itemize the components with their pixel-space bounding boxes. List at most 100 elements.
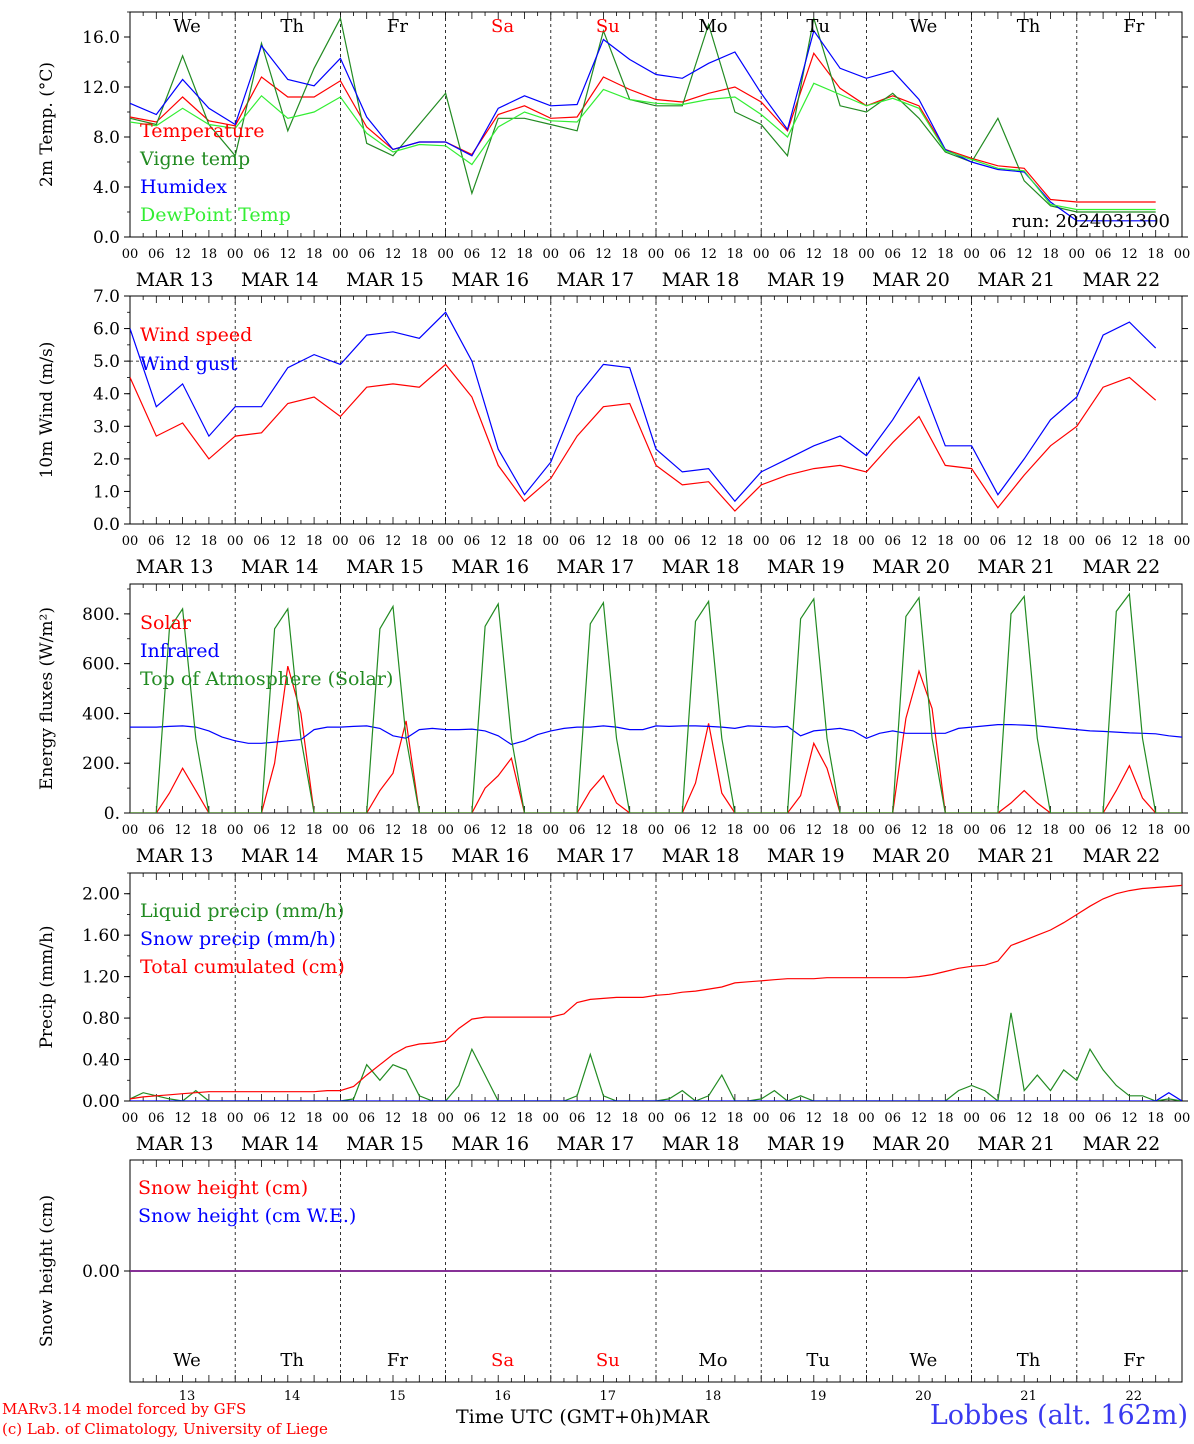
y-tick-label: 16.0 [82,28,120,48]
hour-tick-label: 06 [358,823,375,838]
hour-tick-label: 12 [595,247,612,262]
hour-tick-label: 00 [543,534,560,549]
hour-tick-label: 18 [516,823,533,838]
series-line-dewpoint-temp [130,82,1156,211]
model-credit: MARv3.14 model forced by GFS [2,1400,247,1418]
series-line-wind-gust [130,311,1157,503]
hour-tick-label: 00 [332,1111,349,1126]
hour-tick-label: 00 [753,1111,770,1126]
hour-tick-label: 12 [385,1111,402,1126]
hour-tick-label: 18 [832,823,849,838]
y-tick-label: 4.0 [93,178,120,198]
x-axis-title: Time UTC (GMT+0h) [456,1406,662,1428]
hour-tick-label: 12 [490,1111,507,1126]
weekday-label: Sa [491,16,514,37]
hour-tick-label: 00 [122,1111,139,1126]
hour-tick-label: 12 [174,823,191,838]
legend-entry: DewPoint Temp [140,204,291,226]
date-label: MAR 16 [451,269,529,291]
hour-tick-label: 12 [911,823,928,838]
date-label: MAR 13 [136,845,214,867]
date-label: MAR 20 [872,269,950,291]
weekday-label: Mo [698,16,727,37]
legend-entry: Infrared [140,640,220,662]
date-label: MAR 14 [241,269,319,291]
date-label: MAR 19 [767,845,845,867]
hour-tick-label: 06 [1095,1111,1112,1126]
hour-tick-label: 18 [621,823,638,838]
y-tick-label: 1.0 [93,482,120,502]
date-label: MAR 15 [346,556,424,578]
hour-tick-label: 18 [306,1111,323,1126]
hour-tick-label: 06 [779,247,796,262]
hour-tick-label: 00 [648,247,665,262]
hour-tick-label: 06 [253,534,270,549]
hour-tick-label: 18 [832,534,849,549]
x-axis-month: MAR [661,1406,710,1428]
weekday-label: Tu [806,16,830,37]
lab-credit: (c) Lab. of Climatology, University of L… [2,1420,328,1438]
y-tick-label: 5.0 [93,352,120,372]
weekday-label: Th [280,16,304,37]
hour-tick-label: 12 [1016,534,1033,549]
hour-tick-label: 06 [779,823,796,838]
run-label: run: 2024031300 [1012,211,1170,232]
hour-tick-label: 18 [1147,1111,1164,1126]
hour-tick-label: 12 [174,534,191,549]
hour-tick-label: 00 [1174,247,1191,262]
hour-tick-label: 12 [1121,823,1138,838]
hour-tick-label: 12 [280,534,297,549]
date-label: MAR 22 [1083,269,1161,291]
date-label: MAR 20 [872,1133,950,1155]
series-line-total-cumulated-cm- [130,884,1182,1100]
hour-tick-label: 12 [911,534,928,549]
weekday-label: We [910,16,938,37]
date-label: MAR 20 [872,556,950,578]
date-label: MAR 17 [557,269,635,291]
hour-tick-label: 00 [963,823,980,838]
date-label: MAR 13 [136,269,214,291]
hour-tick-label: 00 [963,247,980,262]
weekday-label: Tu [806,1350,830,1371]
hour-tick-label: 18 [411,1111,428,1126]
hour-tick-label: 00 [122,534,139,549]
hour-tick-label: 18 [201,823,218,838]
hour-tick-label: 18 [1042,1111,1059,1126]
y-tick-label: 7.0 [93,287,120,307]
y-tick-label: 600. [82,655,120,675]
date-label: MAR 16 [451,556,529,578]
hour-tick-label: 00 [963,534,980,549]
date-label: MAR 22 [1083,845,1161,867]
y-tick-label: 6.0 [93,320,120,340]
y-tick-label: 200. [82,754,120,774]
series-line-liquid-precip-mm-h- [130,1012,1182,1101]
y-tick-label: 800. [82,605,120,625]
hour-tick-label: 18 [516,534,533,549]
hour-tick-label: 06 [990,1111,1007,1126]
date-label: MAR 14 [241,845,319,867]
date-label: MAR 13 [136,556,214,578]
hour-tick-label: 12 [385,823,402,838]
day-number-label: 20 [915,1389,932,1404]
y-tick-label: 2.00 [82,885,120,905]
weekday-label: We [910,1350,938,1371]
date-label: MAR 14 [241,1133,319,1155]
hour-tick-label: 06 [358,534,375,549]
hour-tick-label: 18 [516,1111,533,1126]
x-axis-label: Time UTC (GMT+0h)MAR [456,1406,709,1428]
hour-tick-label: 00 [332,247,349,262]
date-label: MAR 21 [977,1133,1055,1155]
hour-tick-label: 12 [280,247,297,262]
hour-tick-label: 00 [543,247,560,262]
hour-tick-label: 12 [700,534,717,549]
series-line-infrared [130,724,1182,746]
y-tick-label: 1.20 [82,968,120,988]
date-label: MAR 18 [662,1133,740,1155]
weekday-label: We [173,1350,201,1371]
hour-tick-label: 12 [174,247,191,262]
date-label: MAR 16 [451,845,529,867]
date-label: MAR 21 [977,556,1055,578]
date-label: MAR 15 [346,845,424,867]
hour-tick-label: 00 [1174,534,1191,549]
legend-entry: Humidex [140,176,227,198]
